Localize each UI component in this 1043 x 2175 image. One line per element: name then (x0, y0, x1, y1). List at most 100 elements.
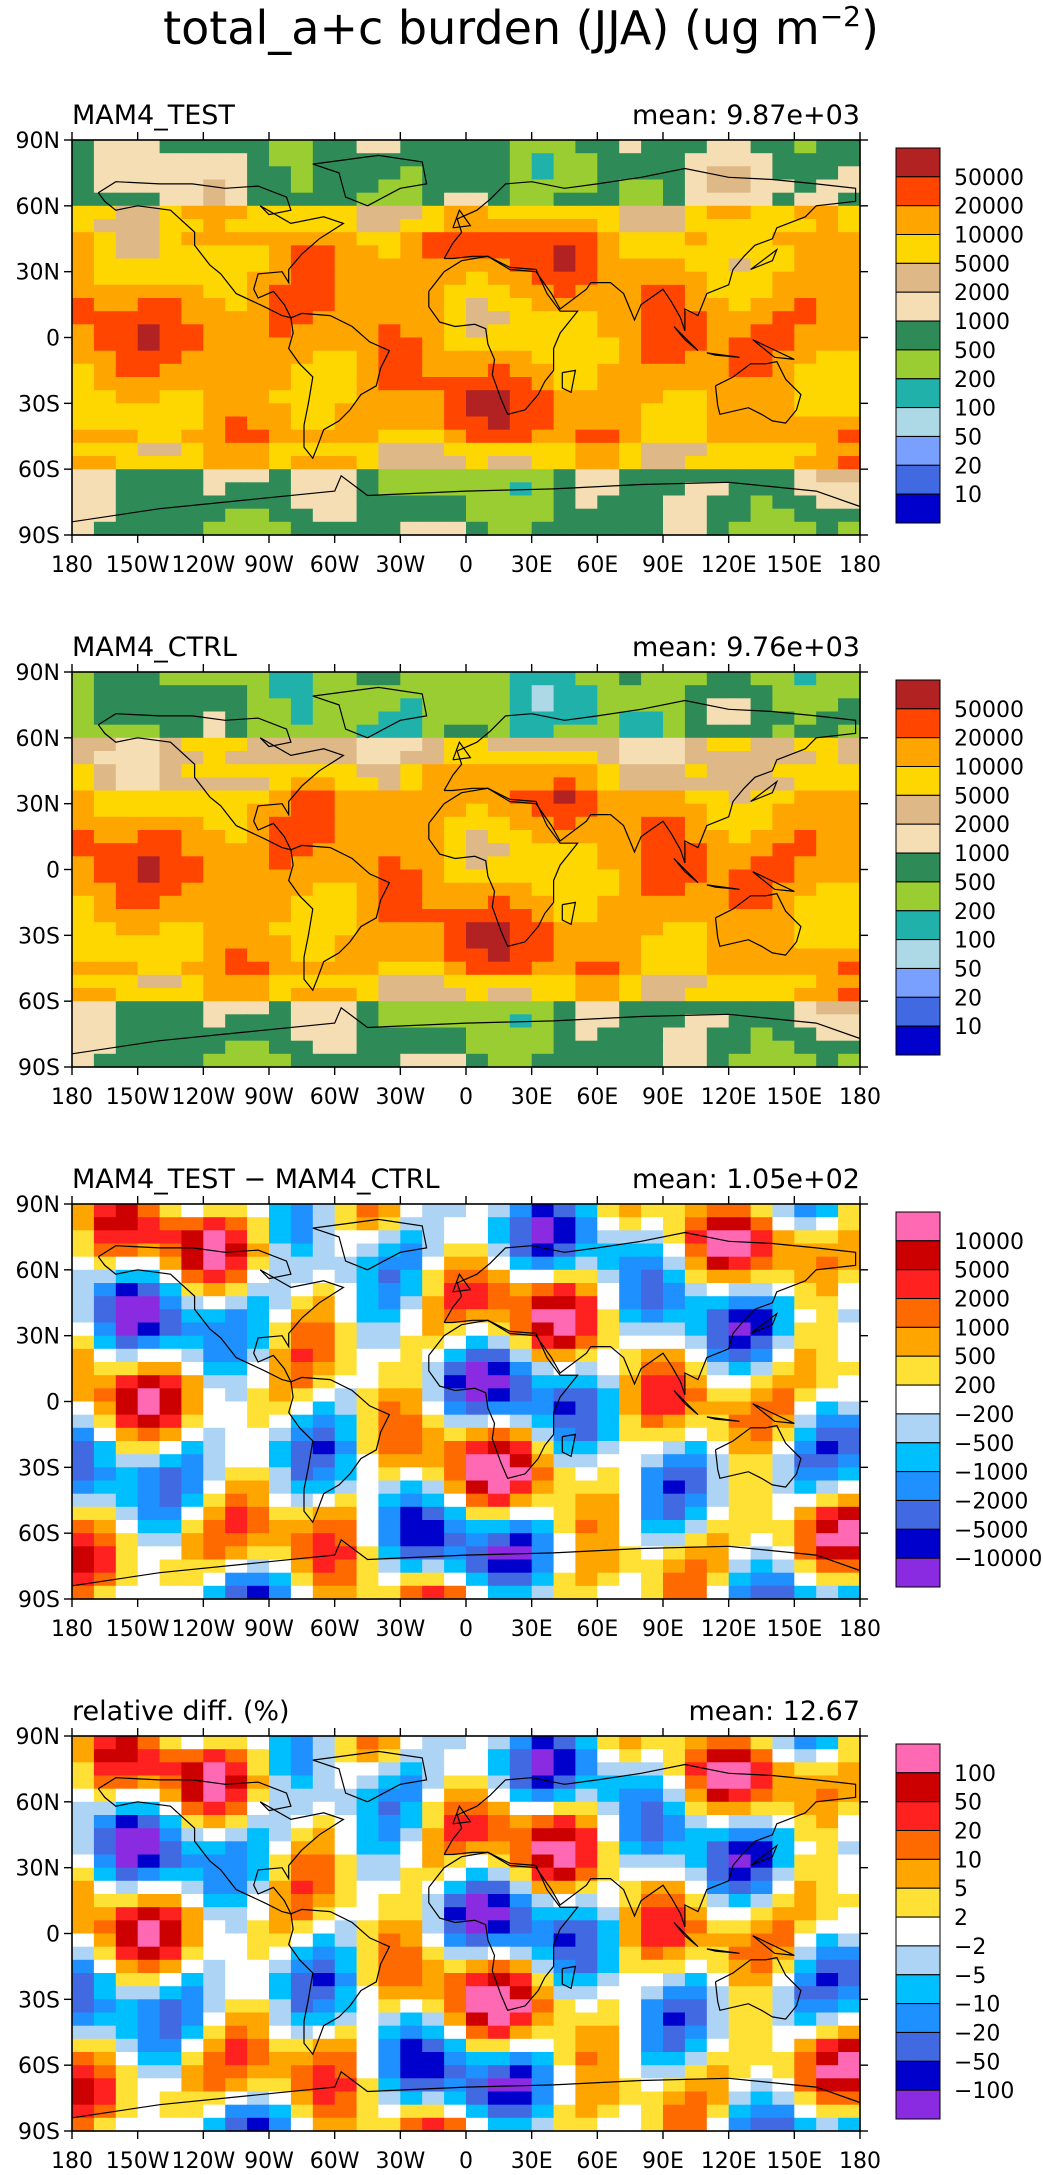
field-cell (509, 1388, 533, 1403)
field-cell (509, 1959, 533, 1974)
field-cell (181, 377, 204, 391)
field-cell (378, 456, 401, 470)
field-cell (93, 1053, 117, 1068)
field-cell (225, 1973, 248, 1987)
field-cell (334, 672, 358, 686)
field-cell (772, 442, 795, 457)
lon-tick-label: 150E (766, 2149, 822, 2174)
field-cell (619, 429, 642, 444)
field-cell (225, 153, 248, 167)
field-cell (400, 1999, 423, 2014)
field-cell (509, 350, 533, 365)
field-cell (816, 1546, 839, 1561)
field-cell (663, 790, 686, 805)
field-cell (575, 2078, 598, 2093)
field-cell (597, 1493, 620, 1508)
field-cell (181, 469, 204, 483)
field-cell (400, 698, 423, 713)
field-cell (663, 311, 686, 325)
field-cell (247, 935, 270, 950)
field-cell (531, 672, 555, 686)
field-cell (137, 1559, 161, 1574)
field-cell (816, 751, 839, 765)
field-cell (247, 1040, 270, 1055)
field-cell (750, 1053, 774, 1068)
field-cell (72, 724, 95, 739)
field-cell (422, 1999, 445, 2014)
field-cell (706, 153, 730, 167)
field-cell (706, 2052, 730, 2066)
field-cell (356, 298, 380, 312)
field-cell (312, 2052, 336, 2066)
field-cell (663, 1907, 686, 1921)
field-cell (269, 1775, 292, 1790)
field-cell (531, 232, 555, 246)
field-cell (137, 2065, 161, 2079)
field-cell (509, 1040, 533, 1055)
field-cell (378, 1841, 401, 1856)
field-cell (356, 1493, 380, 1508)
field-cell (641, 469, 664, 483)
field-cell (838, 672, 861, 686)
field-cell (334, 442, 358, 457)
field-cell (93, 974, 117, 989)
field-cell (181, 416, 204, 431)
field-cell (422, 258, 445, 273)
coastline (750, 1843, 779, 1867)
field-cell (159, 298, 183, 312)
field-cell (663, 698, 686, 713)
field-cell (378, 830, 401, 844)
coastline (750, 779, 779, 803)
field-cell (816, 1533, 839, 1547)
field-cell (619, 1572, 642, 1587)
field-cell (575, 777, 598, 792)
field-cell (684, 1348, 708, 1363)
field-cell (225, 1493, 248, 1508)
field-cell (422, 2117, 445, 2132)
field-cell (225, 337, 248, 352)
field-cell (312, 751, 336, 765)
field-cell (378, 1775, 401, 1790)
field-cell (203, 1762, 226, 1777)
field-cell (356, 1585, 380, 1600)
field-cell (93, 521, 117, 536)
field-cell (750, 2038, 774, 2053)
field-cell (663, 245, 686, 260)
field-cell (487, 1414, 511, 1429)
field-cell (816, 869, 839, 884)
field-cell (247, 1506, 270, 1521)
field-cell (290, 1322, 314, 1337)
field-cell (706, 271, 730, 286)
field-cell (115, 816, 139, 831)
field-cell (641, 1375, 664, 1389)
field-cell (509, 1493, 533, 1508)
field-cell (641, 1946, 664, 1961)
field-cell (225, 1762, 248, 1777)
field-cell (509, 311, 533, 325)
lon-tick-label: 30W (375, 1617, 425, 1642)
field-cell (72, 2117, 95, 2132)
lon-tick-label: 150E (766, 553, 822, 578)
field-cell (334, 1480, 358, 1495)
field-cell (422, 1533, 445, 1547)
field-cell (487, 1053, 511, 1068)
field-cell (663, 724, 686, 739)
field-cell (509, 869, 533, 884)
field-cell (312, 1986, 336, 2000)
field-cell (400, 1533, 423, 1547)
field-cell (290, 1230, 314, 1245)
field-cell (553, 1493, 577, 1508)
field-cell (72, 1815, 95, 1829)
field-cell (728, 442, 752, 457)
field-cell (838, 324, 861, 339)
field-cell (838, 2038, 861, 2053)
field-cell (575, 922, 598, 936)
field-cell (269, 1880, 292, 1895)
field-cell (312, 895, 336, 910)
field-cell (378, 1269, 401, 1284)
field-cell (444, 1520, 467, 1534)
field-cell (203, 456, 226, 470)
field-cell (290, 271, 314, 286)
lon-tick-label: 30E (511, 1085, 553, 1110)
field-cell (794, 790, 817, 805)
